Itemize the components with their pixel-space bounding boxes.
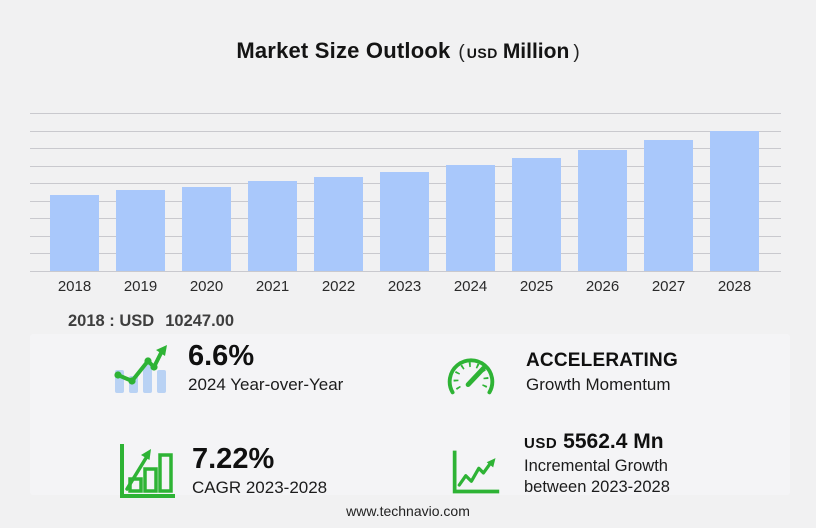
bar-2018 xyxy=(50,194,99,271)
momentum-value: ACCELERATING xyxy=(526,350,678,372)
x-tick-label-2020: 2020 xyxy=(189,278,224,295)
footer-url: www.technavio.com xyxy=(346,503,470,519)
incremental-currency: USD xyxy=(524,435,558,452)
bar-2027 xyxy=(644,140,693,271)
x-tick-label-2025: 2025 xyxy=(519,278,554,295)
unit-open-paren: ( xyxy=(458,42,465,63)
gridline xyxy=(30,130,781,132)
x-tick-label-2023: 2023 xyxy=(387,278,422,295)
bar-2023 xyxy=(380,171,429,271)
chart-title: Market Size Outlook (USD Million) xyxy=(0,38,816,64)
incremental-label-line2: between 2023-2028 xyxy=(524,478,670,497)
unit-currency: USD xyxy=(466,45,498,61)
growth-bars-arrow-icon xyxy=(120,444,175,498)
x-tick-label-2028: 2028 xyxy=(717,278,752,295)
chart-title-main: Market Size Outlook xyxy=(236,38,451,63)
yoy-label: 2024 Year-over-Year xyxy=(188,375,344,395)
x-tick-label-2027: 2027 xyxy=(651,278,686,295)
incremental-value: USD 5562.4 Mn xyxy=(524,430,670,453)
bar-2024 xyxy=(446,165,495,271)
bar-2020 xyxy=(182,187,231,271)
gridline xyxy=(30,148,781,150)
stat-momentum: ACCELERATING Growth Momentum xyxy=(440,348,678,398)
yoy-value: 6.6% xyxy=(188,340,255,372)
x-tick-label-2021: 2021 xyxy=(255,278,290,295)
x-tick-label-2019: 2019 xyxy=(123,278,158,295)
incremental-label-line1: Incremental Growth xyxy=(524,457,668,476)
momentum-label: Growth Momentum xyxy=(526,374,671,394)
cagr-label: CAGR 2023-2028 xyxy=(192,478,328,498)
unit-word: Million xyxy=(502,40,570,63)
bar-2025 xyxy=(512,157,561,271)
bar-2019 xyxy=(116,189,165,271)
bar-2028 xyxy=(710,130,759,271)
incremental-amount: 5562.4 Mn xyxy=(563,430,664,453)
x-tick-label-2022: 2022 xyxy=(321,278,356,295)
x-tick-label-2026: 2026 xyxy=(585,278,620,295)
base-year-value: 10247.00 xyxy=(165,312,235,330)
bar-2026 xyxy=(578,149,627,271)
base-year-label: 2018 : USD xyxy=(68,312,155,330)
bar-2021 xyxy=(248,180,297,271)
plot-area xyxy=(30,113,781,272)
bar-chart-trend-icon xyxy=(114,345,167,394)
stat-cagr: 7.22% CAGR 2023-2028 xyxy=(118,442,327,500)
bar-chart: 2018 2019 2020 2021 2022 2023 2024 2025 2026 2027… xyxy=(30,113,781,303)
x-axis-labels: 2018 2019 2020 2021 2022 2023 2024 2025 2026 2027… xyxy=(30,278,781,300)
x-tick-label-2024: 2024 xyxy=(453,278,488,295)
x-axis-line xyxy=(30,271,781,272)
bar-2022 xyxy=(314,176,363,271)
gridline xyxy=(30,165,781,167)
line-growth-arrow-icon xyxy=(452,450,500,494)
unit-close-paren: ) xyxy=(573,42,580,63)
cagr-value: 7.22% xyxy=(192,442,275,475)
speedometer-icon xyxy=(447,358,495,395)
gridline xyxy=(30,113,781,114)
stat-incremental: USD 5562.4 Mn Incremental Growth between … xyxy=(450,430,670,498)
stat-yoy: 6.6% 2024 Year-over-Year xyxy=(112,341,343,395)
base-year-annotation: 2018 : USD 10247.00 xyxy=(68,312,234,331)
x-tick-label-2018: 2018 xyxy=(57,278,92,295)
